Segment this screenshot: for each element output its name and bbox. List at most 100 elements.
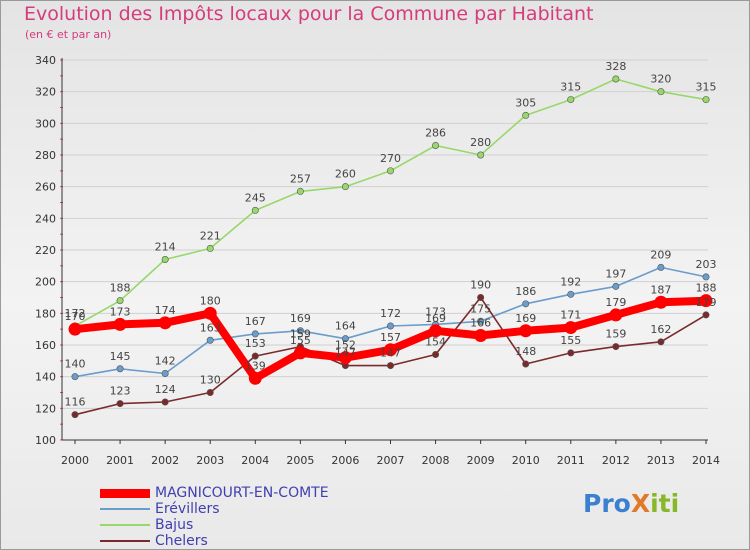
legend-swatch xyxy=(100,508,150,510)
data-label: 172 xyxy=(380,307,401,320)
data-point xyxy=(338,351,352,365)
data-point xyxy=(477,293,485,301)
data-label: 159 xyxy=(290,328,311,341)
data-label: 147 xyxy=(380,347,401,360)
data-point xyxy=(251,330,259,338)
x-tick-label: 2013 xyxy=(647,454,675,467)
data-label: 166 xyxy=(470,317,491,330)
data-point xyxy=(564,321,578,335)
data-point xyxy=(567,290,575,298)
data-point xyxy=(477,151,485,159)
data-label: 155 xyxy=(560,334,581,347)
legend-item: Bajus xyxy=(100,517,193,533)
data-label: 192 xyxy=(560,275,581,288)
data-label: 197 xyxy=(605,267,626,280)
data-point xyxy=(384,343,397,357)
x-tick-label: 2010 xyxy=(512,454,540,467)
x-tick-label: 2001 xyxy=(106,454,134,467)
y-tick-label: 200 xyxy=(35,276,56,289)
data-label: 167 xyxy=(245,315,266,328)
data-label: 214 xyxy=(155,241,176,254)
y-tick-label: 220 xyxy=(35,244,56,257)
data-label: 188 xyxy=(696,282,717,295)
data-point xyxy=(206,336,214,344)
series-line-Bajus xyxy=(74,78,707,327)
x-tick-label: 2012 xyxy=(602,454,630,467)
data-label: 124 xyxy=(155,383,176,396)
data-point xyxy=(657,263,665,271)
x-tick-label: 2011 xyxy=(557,454,585,467)
proxiti-logo: ProXiti xyxy=(583,489,680,518)
data-point xyxy=(296,327,304,335)
data-point xyxy=(567,96,575,104)
data-point xyxy=(386,362,394,370)
data-point xyxy=(702,311,710,319)
data-point xyxy=(522,360,530,368)
data-point xyxy=(251,206,259,214)
data-point xyxy=(432,142,440,150)
data-label: 147 xyxy=(335,347,356,360)
y-tick-label: 260 xyxy=(35,181,56,194)
data-point xyxy=(158,316,172,330)
data-label: 169 xyxy=(515,312,536,325)
legend-label: Erévillers xyxy=(155,501,220,517)
data-point xyxy=(702,96,710,104)
data-label: 280 xyxy=(470,136,491,149)
x-tick-label: 2014 xyxy=(692,454,720,467)
data-point xyxy=(612,75,620,83)
data-label: 157 xyxy=(380,331,401,344)
x-tick-label: 2002 xyxy=(151,454,179,467)
data-point xyxy=(612,343,620,351)
data-label: 186 xyxy=(515,285,536,298)
chart-title: Evolution des Impôts locaux pour la Comm… xyxy=(24,3,594,25)
data-point xyxy=(386,322,394,330)
data-point xyxy=(113,317,127,331)
data-label: 170 xyxy=(65,310,86,323)
data-point xyxy=(68,322,82,336)
y-tick-label: 100 xyxy=(35,434,56,447)
data-point xyxy=(522,111,530,119)
data-point xyxy=(474,329,488,342)
x-tick-label: 2000 xyxy=(61,454,89,467)
y-tick-label: 120 xyxy=(35,402,56,415)
y-tick-label: 340 xyxy=(35,54,56,67)
data-point xyxy=(161,398,169,406)
data-label: 315 xyxy=(696,81,717,94)
data-point xyxy=(477,317,485,325)
data-point xyxy=(251,352,259,360)
data-label: 142 xyxy=(155,355,176,368)
data-label: 164 xyxy=(335,320,356,333)
data-point xyxy=(341,183,349,191)
data-label: 159 xyxy=(605,328,626,341)
chart-subtitle: (en € et par an) xyxy=(25,28,112,41)
data-label: 221 xyxy=(200,229,221,242)
data-label: 173 xyxy=(425,305,446,318)
y-tick-label: 240 xyxy=(35,212,56,225)
data-point xyxy=(609,308,623,322)
data-point xyxy=(71,373,79,381)
data-label: 169 xyxy=(425,312,446,325)
data-point xyxy=(522,300,530,308)
data-point xyxy=(657,338,665,346)
data-point xyxy=(203,306,217,320)
x-tick-label: 2008 xyxy=(422,454,450,467)
data-point xyxy=(432,350,440,358)
x-tick-label: 2004 xyxy=(241,454,269,467)
data-label: 148 xyxy=(515,345,536,358)
x-tick-label: 2005 xyxy=(286,454,314,467)
legend-item: Erévillers xyxy=(100,501,220,517)
data-point xyxy=(702,273,710,281)
y-tick-label: 180 xyxy=(35,307,56,320)
x-tick-label: 2003 xyxy=(196,454,224,467)
x-tick-label: 2006 xyxy=(331,454,359,467)
data-label: 140 xyxy=(65,358,86,371)
data-label: 320 xyxy=(650,73,671,86)
data-label: 174 xyxy=(155,304,176,317)
data-point xyxy=(429,324,443,338)
data-point xyxy=(248,371,262,385)
legend-item: MAGNICOURT-EN-COMTE xyxy=(100,485,329,501)
data-point xyxy=(341,335,349,343)
data-point xyxy=(519,324,533,338)
data-label: 203 xyxy=(696,258,717,271)
